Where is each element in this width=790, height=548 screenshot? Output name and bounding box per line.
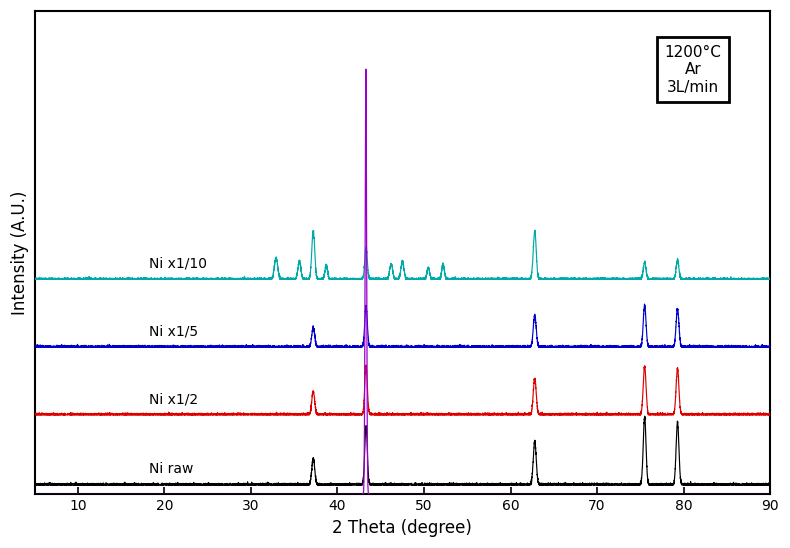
Text: Ni raw: Ni raw: [149, 462, 193, 476]
Text: Ni x1/10: Ni x1/10: [149, 256, 207, 271]
X-axis label: 2 Theta (degree): 2 Theta (degree): [333, 519, 472, 537]
Y-axis label: Intensity (A.U.): Intensity (A.U.): [11, 191, 29, 315]
Text: Ni x1/2: Ni x1/2: [149, 392, 198, 406]
Text: Ni x1/5: Ni x1/5: [149, 324, 198, 338]
Text: 1200°C
Ar
3L/min: 1200°C Ar 3L/min: [664, 45, 721, 95]
